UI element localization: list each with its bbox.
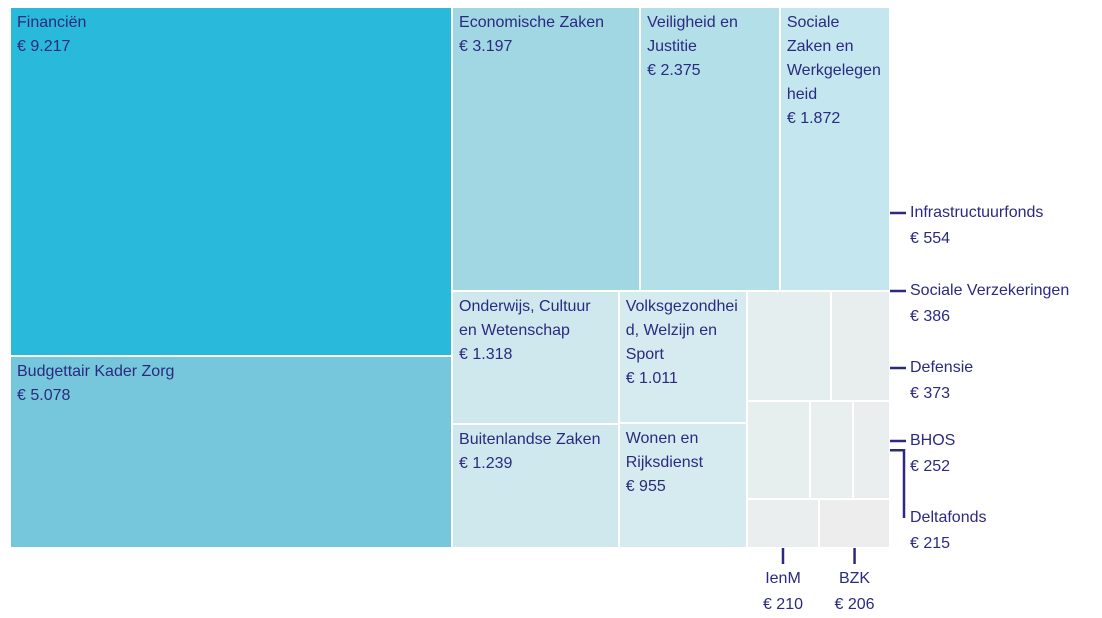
- tile-value: € 252: [910, 458, 951, 475]
- tile-value: € 215: [910, 535, 951, 552]
- tile-name: Wonen en Rijksdienst: [625, 430, 704, 472]
- callout-label: Deltafonds € 215: [910, 505, 987, 557]
- tile: Veiligheid en Justitie € 2.375: [640, 7, 780, 292]
- tile-value: € 206: [834, 596, 875, 613]
- tile-name: Deltafonds: [910, 509, 987, 526]
- tile: Economische Zaken € 3.197: [452, 7, 641, 292]
- tile-value: € 210: [762, 596, 804, 613]
- tile-value: € 1.318: [459, 346, 513, 364]
- tile: [810, 401, 854, 500]
- tile-value: € 5.078: [17, 386, 71, 404]
- tile-value: € 1.872: [786, 110, 841, 127]
- tile: Financiën € 9.217: [10, 7, 453, 356]
- tile-name: Infrastructuurfonds: [910, 204, 1044, 221]
- callout-label: IenM € 210: [763, 566, 803, 618]
- tile: [853, 401, 890, 500]
- tile-value: € 955: [625, 478, 666, 496]
- tile-name: Sociale Verzekeringen: [910, 282, 1070, 299]
- tile-name: BZK: [838, 570, 871, 587]
- callout-label: BZK € 206: [835, 566, 875, 618]
- tile-value: € 9.217: [17, 38, 71, 55]
- callout-label: Sociale Verzekeringen € 386: [910, 278, 1069, 330]
- tile: [746, 291, 832, 402]
- callout-label: BHOS € 252: [910, 428, 955, 480]
- tile-name: Defensie: [910, 359, 974, 376]
- tile-name: IenM: [765, 570, 801, 587]
- tile-value: € 3.197: [459, 38, 513, 55]
- tile-value: € 373: [910, 385, 951, 402]
- tile: Onderwijs, Cultuur en Wetenschap € 1.318: [452, 291, 619, 424]
- callout-label: Infrastructuurfonds € 554: [910, 200, 1043, 252]
- callout-label: Defensie € 373: [910, 355, 973, 407]
- tile-name: Onderwijs, Cultuur en Wetenschap: [459, 298, 591, 340]
- tile-value: € 1.011: [625, 370, 678, 388]
- tile-name: Economische Zaken: [459, 14, 604, 31]
- tile-value: € 1.239: [459, 454, 513, 472]
- tile-value: € 554: [910, 230, 951, 247]
- tile-name: Budgettair Kader Zorg: [17, 362, 175, 380]
- tile-name: Buitenlandse Zaken: [459, 430, 601, 448]
- tile: Volksgezondheid, Welzijn en Sport € 1.011: [618, 291, 747, 424]
- tile-name: BHOS: [910, 432, 956, 449]
- tile-name: Veiligheid en Justitie: [647, 14, 738, 55]
- tile-value: € 2.375: [647, 62, 701, 79]
- tile: [746, 401, 811, 500]
- tile: [746, 499, 820, 548]
- tile-name: Volksgezondheid, Welzijn en Sport: [625, 298, 738, 364]
- tile-value: € 386: [910, 308, 951, 325]
- tile-name: Sociale Zaken en Werkgelegenheid: [786, 14, 881, 103]
- tile: Wonen en Rijksdienst € 955: [618, 423, 747, 548]
- tile: Buitenlandse Zaken € 1.239: [452, 423, 619, 548]
- tile: [831, 291, 890, 402]
- tile: [819, 499, 890, 548]
- tile-name: Financiën: [17, 14, 87, 31]
- tile: Budgettair Kader Zorg € 5.078: [10, 355, 453, 548]
- tile: Sociale Zaken en Werkgelegenheid € 1.872: [779, 7, 890, 292]
